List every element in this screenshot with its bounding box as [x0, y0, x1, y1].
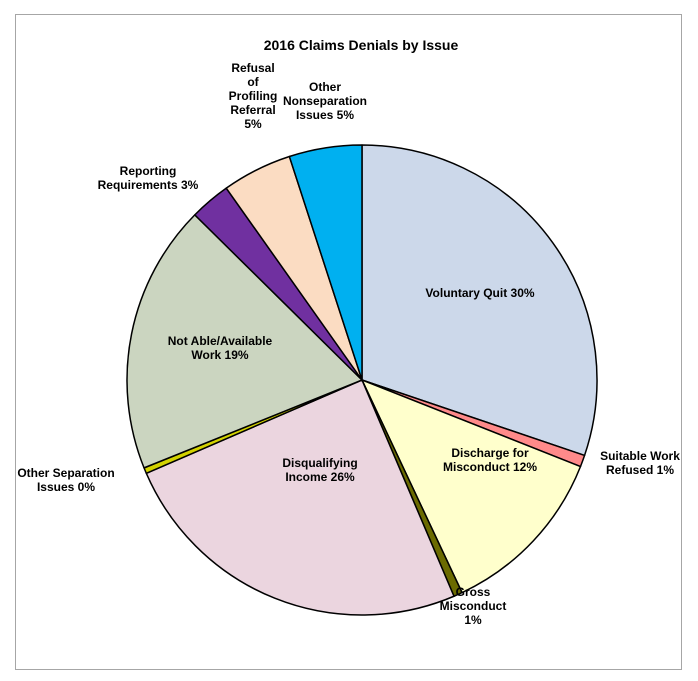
slice-label-line: Other [309, 80, 341, 94]
slice-label-line: Other Separation [17, 466, 114, 480]
slice-label-line: 5% [244, 117, 262, 131]
slice-label-other-separation: Other Separation Issues 0% [17, 466, 114, 494]
slice-label-suitable-work: Suitable Work Refused 1% [600, 449, 680, 477]
slice-label-line: 1% [464, 613, 482, 627]
slice-label-line: Gross [456, 585, 491, 599]
slice-label-gross: Gross Misconduct 1% [440, 585, 507, 627]
slice-label-line: Discharge for [451, 446, 529, 460]
slice-label-refusal: Refusal of Profiling Referral 5% [229, 61, 278, 131]
slice-label-line: Refusal [231, 61, 274, 75]
slice-label-reporting: Reporting Requirements 3% [98, 164, 199, 192]
slice-label-line: Nonseparation [283, 94, 367, 108]
pie-slice-disqualifying [145, 379, 455, 616]
slice-label-voluntary-quit-30: Voluntary Quit 30% [425, 286, 534, 300]
pie-slice-discharge-for [361, 379, 582, 594]
pie-slice-voluntary-quit-30 [361, 144, 598, 457]
slice-label-line: Suitable Work [600, 449, 680, 463]
slice-label-line: Work 19% [191, 348, 248, 362]
slice-label-discharge-for: Discharge for Misconduct 12% [443, 446, 537, 474]
slice-label-line: Disqualifying [282, 456, 357, 470]
slice-label-line: Misconduct 12% [443, 460, 537, 474]
slice-label-line: Not Able/Available [168, 334, 273, 348]
slice-label-disqualifying: Disqualifying Income 26% [282, 456, 357, 484]
slice-label-other: Other Nonseparation Issues 5% [283, 80, 367, 122]
slice-label-line: Requirements 3% [98, 178, 199, 192]
pie-slice-not-able-available [126, 214, 363, 469]
slice-label-line: of [247, 75, 259, 89]
slice-label-line: Voluntary Quit 30% [425, 286, 534, 300]
pie-slice-other [288, 144, 363, 381]
slice-label-line: Issues 5% [296, 108, 354, 122]
slice-label-not-able-available: Not Able/Available Work 19% [168, 334, 273, 362]
slice-label-line: Issues 0% [37, 480, 95, 494]
slice-label-line: Misconduct [440, 599, 507, 613]
slice-label-line: Referral [230, 103, 275, 117]
slice-label-line: Income 26% [285, 470, 355, 484]
chart-title: 2016 Claims Denials by Issue [264, 37, 459, 53]
slice-label-line: Refused 1% [606, 463, 674, 477]
slice-label-line: Profiling [229, 89, 278, 103]
slice-label-line: Reporting [120, 164, 177, 178]
